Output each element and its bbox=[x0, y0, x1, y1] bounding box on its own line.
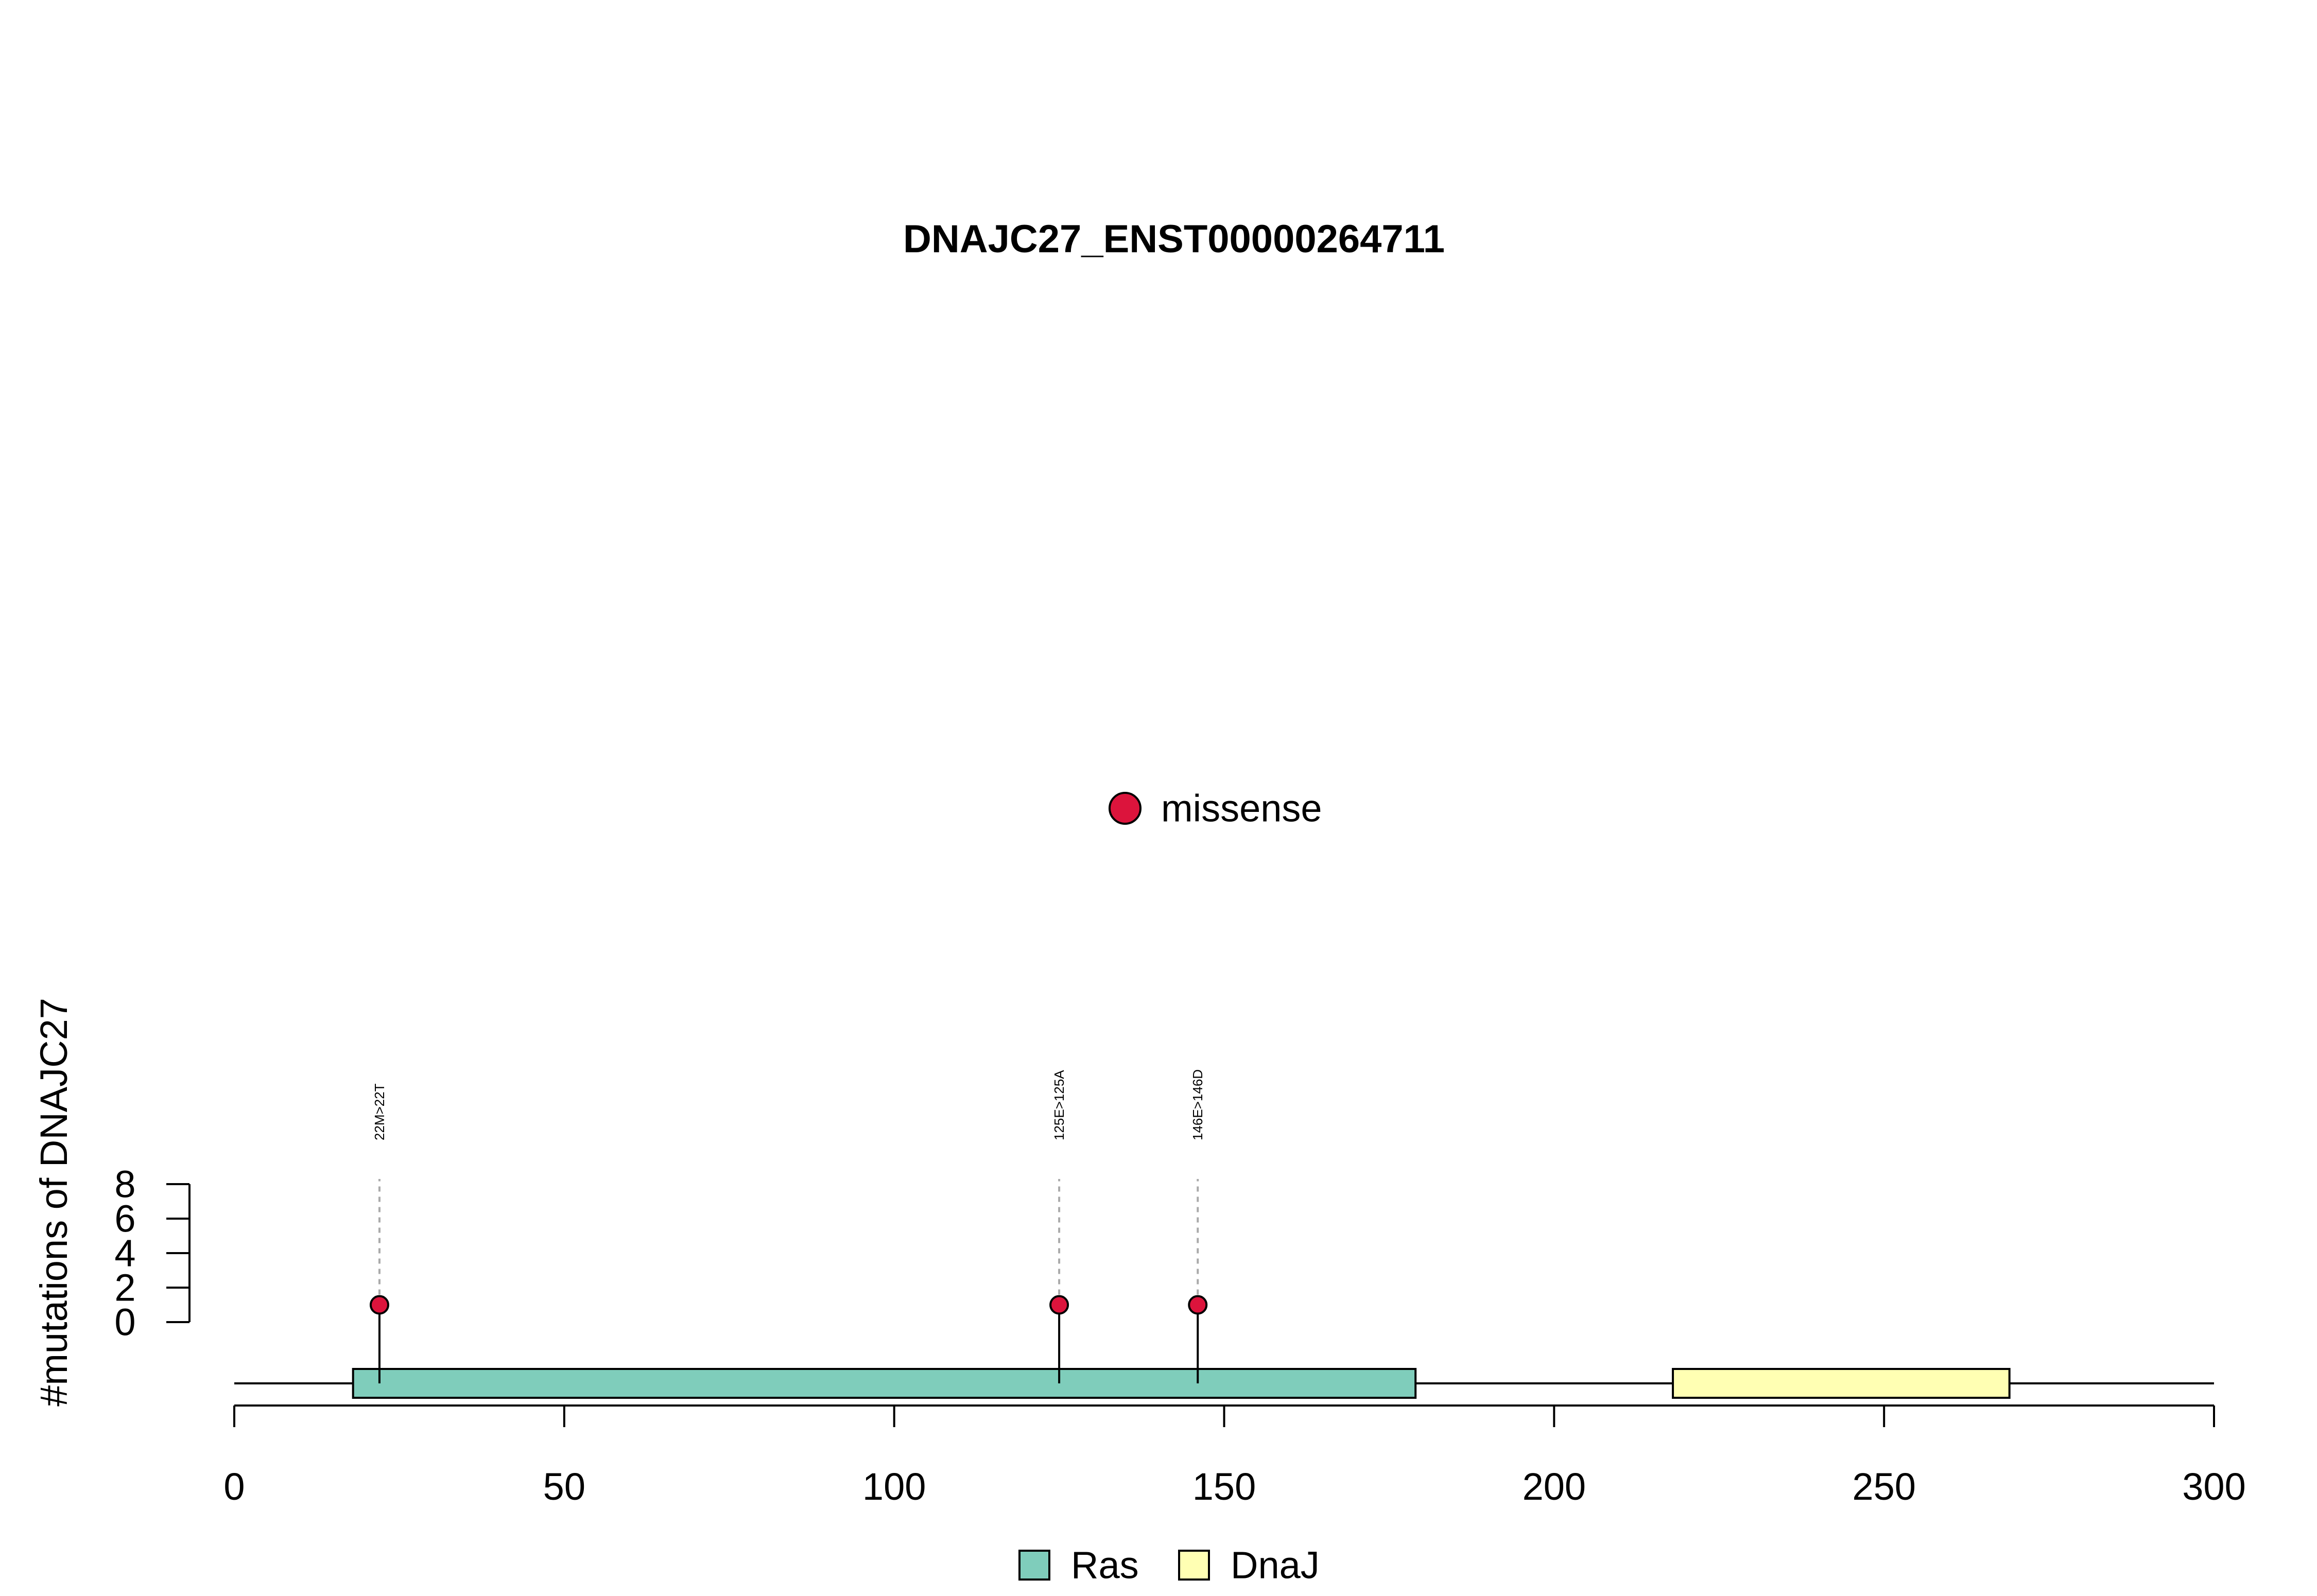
x-tick-label: 50 bbox=[543, 1465, 585, 1508]
y-tick-label: 2 bbox=[114, 1267, 135, 1309]
y-tick-label: 4 bbox=[114, 1232, 135, 1275]
domain-dnaj bbox=[1672, 1368, 2011, 1399]
x-tick-label: 100 bbox=[862, 1465, 926, 1508]
mutation-label: 146E>146D bbox=[1190, 1069, 1205, 1140]
domain-ras bbox=[352, 1368, 1417, 1399]
legend-missense-marker bbox=[1109, 792, 1142, 825]
legend-domain-ras-label: Ras bbox=[1071, 1544, 1139, 1587]
y-tick-label: 6 bbox=[114, 1198, 135, 1240]
chart-title: DNAJC27_ENST00000264711 bbox=[903, 217, 1445, 261]
mutation-label: 125E>125A bbox=[1051, 1070, 1067, 1140]
legend-domain-dnaj-label: DnaJ bbox=[1231, 1544, 1320, 1587]
mutation-point bbox=[369, 1295, 389, 1315]
legend-domain-ras-swatch bbox=[1018, 1550, 1050, 1581]
mutation-point bbox=[1049, 1295, 1069, 1315]
mutation-label: 22M>22T bbox=[372, 1083, 387, 1140]
x-tick-label: 250 bbox=[1852, 1465, 1915, 1508]
x-tick-label: 200 bbox=[1523, 1465, 1586, 1508]
mutation-point bbox=[1188, 1295, 1208, 1315]
x-tick-label: 0 bbox=[223, 1465, 245, 1508]
x-tick-label: 150 bbox=[1192, 1465, 1256, 1508]
y-tick-label: 8 bbox=[114, 1163, 135, 1206]
y-axis-label: #mutations of DNAJC27 bbox=[32, 998, 75, 1407]
legend-domain-dnaj-swatch bbox=[1178, 1550, 1210, 1581]
x-tick-label: 300 bbox=[2182, 1465, 2245, 1508]
y-tick-label: 0 bbox=[114, 1301, 135, 1344]
legend-missense-label: missense bbox=[1161, 787, 1322, 830]
